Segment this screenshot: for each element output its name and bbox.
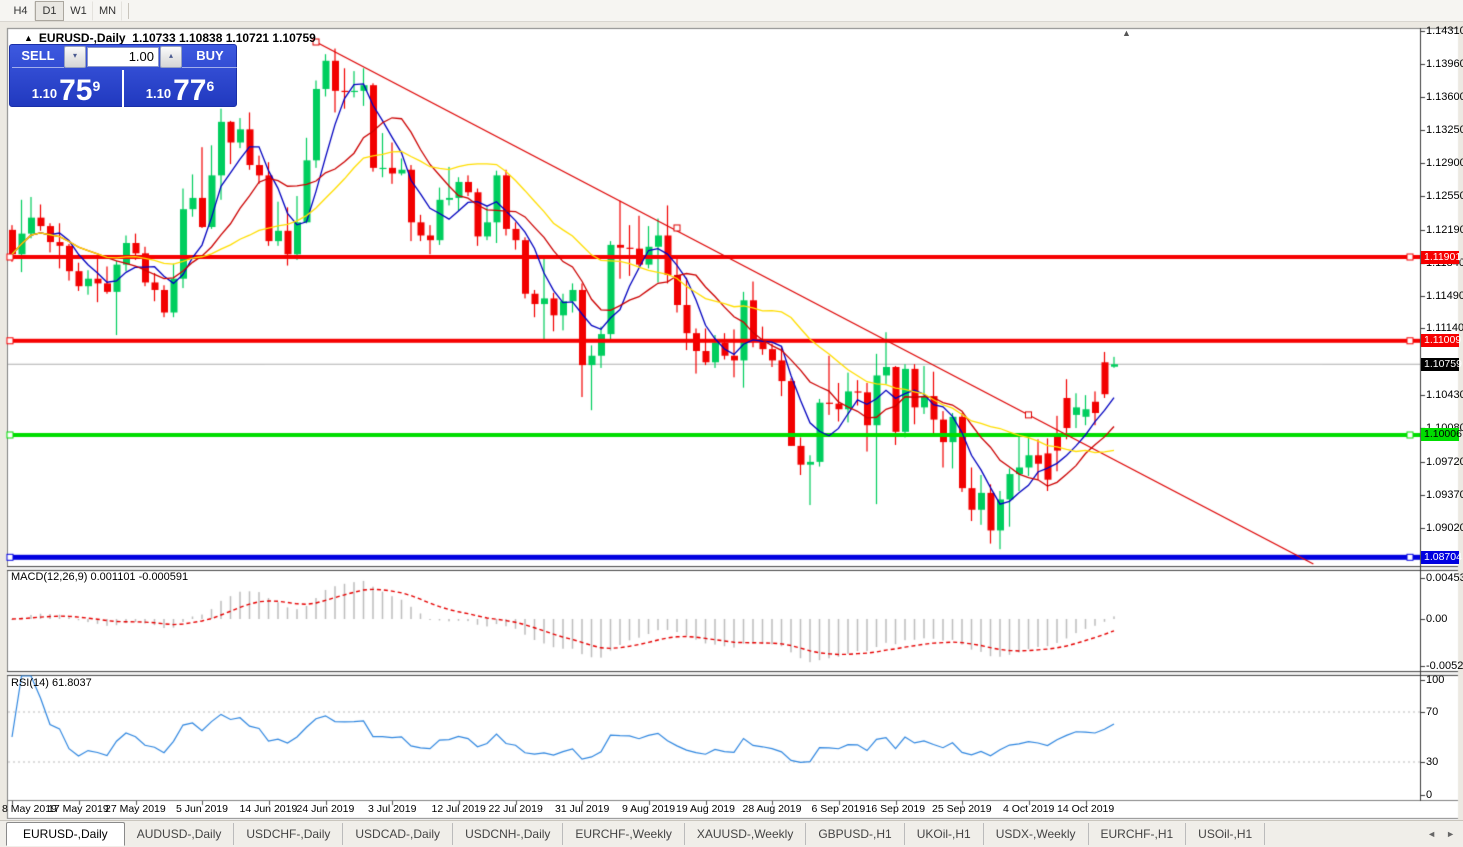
volume-increase-button[interactable]: ▴ [160, 46, 182, 68]
price-axis-badge: 1.11009 [1421, 334, 1461, 348]
rsi-axis-label: 100 [1426, 674, 1445, 686]
chart-tab-eurusd-daily[interactable]: EURUSD-,Daily [6, 822, 125, 846]
price-axis-badge: 1.10759 [1421, 357, 1462, 371]
one-click-panel-toggle-icon[interactable]: ▲ [24, 33, 33, 43]
rsi-axis-label: 70 [1426, 706, 1439, 718]
macd-axis-label: 0.00 [1426, 613, 1448, 625]
chart-shift-marker-icon: ▲ [1122, 28, 1131, 38]
date-axis-label: 8 May 2019 [2, 803, 57, 815]
price-axis-label: 1.10430 [1426, 389, 1463, 402]
price-axis-label: 1.12190 [1426, 223, 1463, 236]
sell-price-big: 75 [59, 74, 93, 107]
buy-price-pip: 6 [206, 78, 215, 94]
price-axis-label: 1.14310 [1426, 24, 1463, 37]
chart-tab-xauusd-weekly[interactable]: XAUUSD-,Weekly [685, 823, 807, 845]
sell-price-display[interactable]: 1.10 75 9 [10, 70, 124, 107]
chart-tab-eurchf-weekly[interactable]: EURCHF-,Weekly [563, 823, 685, 845]
tab-scroll-left-icon[interactable]: ◄ [1427, 829, 1437, 839]
date-axis-label: 19 Aug 2019 [676, 803, 735, 815]
date-axis-label: 27 May 2019 [105, 803, 166, 815]
tab-scroll-right-icon[interactable]: ► [1446, 829, 1455, 839]
macd-indicator-label: MACD(12,26,9) 0.001101 -0.000591 [11, 571, 189, 583]
price-axis-label: 1.09370 [1426, 488, 1463, 501]
price-axis-label: 1.13250 [1426, 124, 1463, 137]
chart-tab-eurchf-h1[interactable]: EURCHF-,H1 [1089, 823, 1187, 845]
price-axis-badge: 1.08704 [1421, 550, 1462, 564]
sell-price-pip: 9 [92, 78, 101, 94]
date-axis-label: 31 Jul 2019 [555, 803, 610, 815]
rsi-axis-label: 30 [1426, 756, 1439, 768]
date-axis-label: 24 Jun 2019 [296, 803, 355, 815]
date-axis-label: 14 Jun 2019 [239, 803, 298, 815]
volume-input[interactable]: 1.00 [87, 47, 159, 67]
buy-price-prefix: 1.10 [145, 86, 172, 101]
chart-tab-ukoil-h1[interactable]: UKOil-,H1 [905, 823, 984, 845]
date-axis-label: 6 Sep 2019 [811, 803, 866, 815]
timeframe-button-h4[interactable]: H4 [6, 0, 35, 21]
sell-button[interactable]: SELL [12, 46, 64, 68]
chart-symbol-label: EURUSD-,Daily [38, 31, 126, 45]
date-axis-label: 4 Oct 2019 [1003, 803, 1055, 815]
rsi-axis-label: 0 [1426, 789, 1433, 801]
buy-price-big: 77 [173, 74, 207, 107]
chart-tab-usdcnh-daily[interactable]: USDCNH-,Daily [453, 823, 564, 845]
price-axis-label: 1.09720 [1426, 455, 1463, 468]
sell-price-prefix: 1.10 [31, 86, 58, 101]
buy-button[interactable]: BUY [182, 46, 238, 68]
chart-tab-bar: EURUSD-,Daily AUDUSD-,Daily USDCHF-,Daily U… [0, 820, 1463, 847]
date-axis-label: 9 Aug 2019 [622, 803, 676, 815]
chart-info-line: ▲ EURUSD-,Daily 1.10733 1.10838 1.10721 1… [24, 31, 316, 45]
date-axis-label: 25 Sep 2019 [932, 803, 992, 815]
timeframe-button-w1[interactable]: W1 [64, 0, 93, 21]
price-axis-badge: 1.11901 [1421, 250, 1461, 264]
chart-tab-gbpusd-h1[interactable]: GBPUSD-,H1 [806, 823, 905, 845]
timeframe-button-d1[interactable]: D1 [35, 0, 64, 21]
macd-axis-label: -0.005205 [1426, 660, 1463, 672]
rsi-indicator-label: RSI(14) 61.8037 [11, 677, 92, 689]
price-axis-label: 1.09020 [1426, 521, 1463, 534]
timeframe-button-mn[interactable]: MN [93, 0, 122, 21]
date-axis-label: 16 Sep 2019 [865, 803, 926, 815]
chart-tab-usdchf-daily[interactable]: USDCHF-,Daily [234, 823, 344, 845]
toolbar-separator [128, 2, 129, 19]
price-axis-badge: 1.10006 [1421, 428, 1462, 442]
price-axis-label: 1.13600 [1426, 91, 1463, 104]
chart-ohlc-values: 1.10733 1.10838 1.10721 1.10759 [132, 31, 316, 45]
date-axis-label: 17 May 2019 [48, 803, 109, 815]
date-axis-label: 5 Jun 2019 [176, 803, 228, 815]
price-axis-label: 1.12900 [1426, 157, 1463, 170]
date-axis-label: 14 Oct 2019 [1057, 803, 1115, 815]
date-axis-label: 3 Jul 2019 [368, 803, 417, 815]
one-click-trading-panel: SELL ▾ 1.00 ▴ BUY 1.10 75 9 1.10 77 6 [9, 44, 238, 107]
macd-values: 0.001101 -0.000591 [90, 571, 189, 583]
chart-tab-usdcad-daily[interactable]: USDCAD-,Daily [343, 823, 454, 845]
macd-axis-label: 0.004536 [1426, 571, 1463, 584]
price-axis-label: 1.13960 [1426, 57, 1463, 70]
chart-tab-usoil-h1[interactable]: USOil-,H1 [1186, 823, 1266, 845]
date-axis-label: 12 Jul 2019 [431, 803, 486, 815]
rsi-value: 61.8037 [51, 677, 92, 689]
price-axis-label: 1.12550 [1426, 190, 1463, 203]
buy-price-display[interactable]: 1.10 77 6 [124, 70, 236, 107]
timeframe-toolbar: H4 D1 W1 MN [0, 0, 1463, 22]
date-axis-label: 28 Aug 2019 [742, 803, 802, 815]
price-axis-label: 1.11490 [1426, 289, 1463, 302]
price-axis-label: 1.11140 [1426, 322, 1463, 335]
chart-tab-usdx-weekly[interactable]: USDX-,Weekly [984, 823, 1089, 845]
date-axis-label: 22 Jul 2019 [488, 803, 543, 815]
chart-tab-audusd-daily[interactable]: AUDUSD-,Daily [125, 823, 235, 845]
volume-decrease-button[interactable]: ▾ [64, 46, 86, 68]
